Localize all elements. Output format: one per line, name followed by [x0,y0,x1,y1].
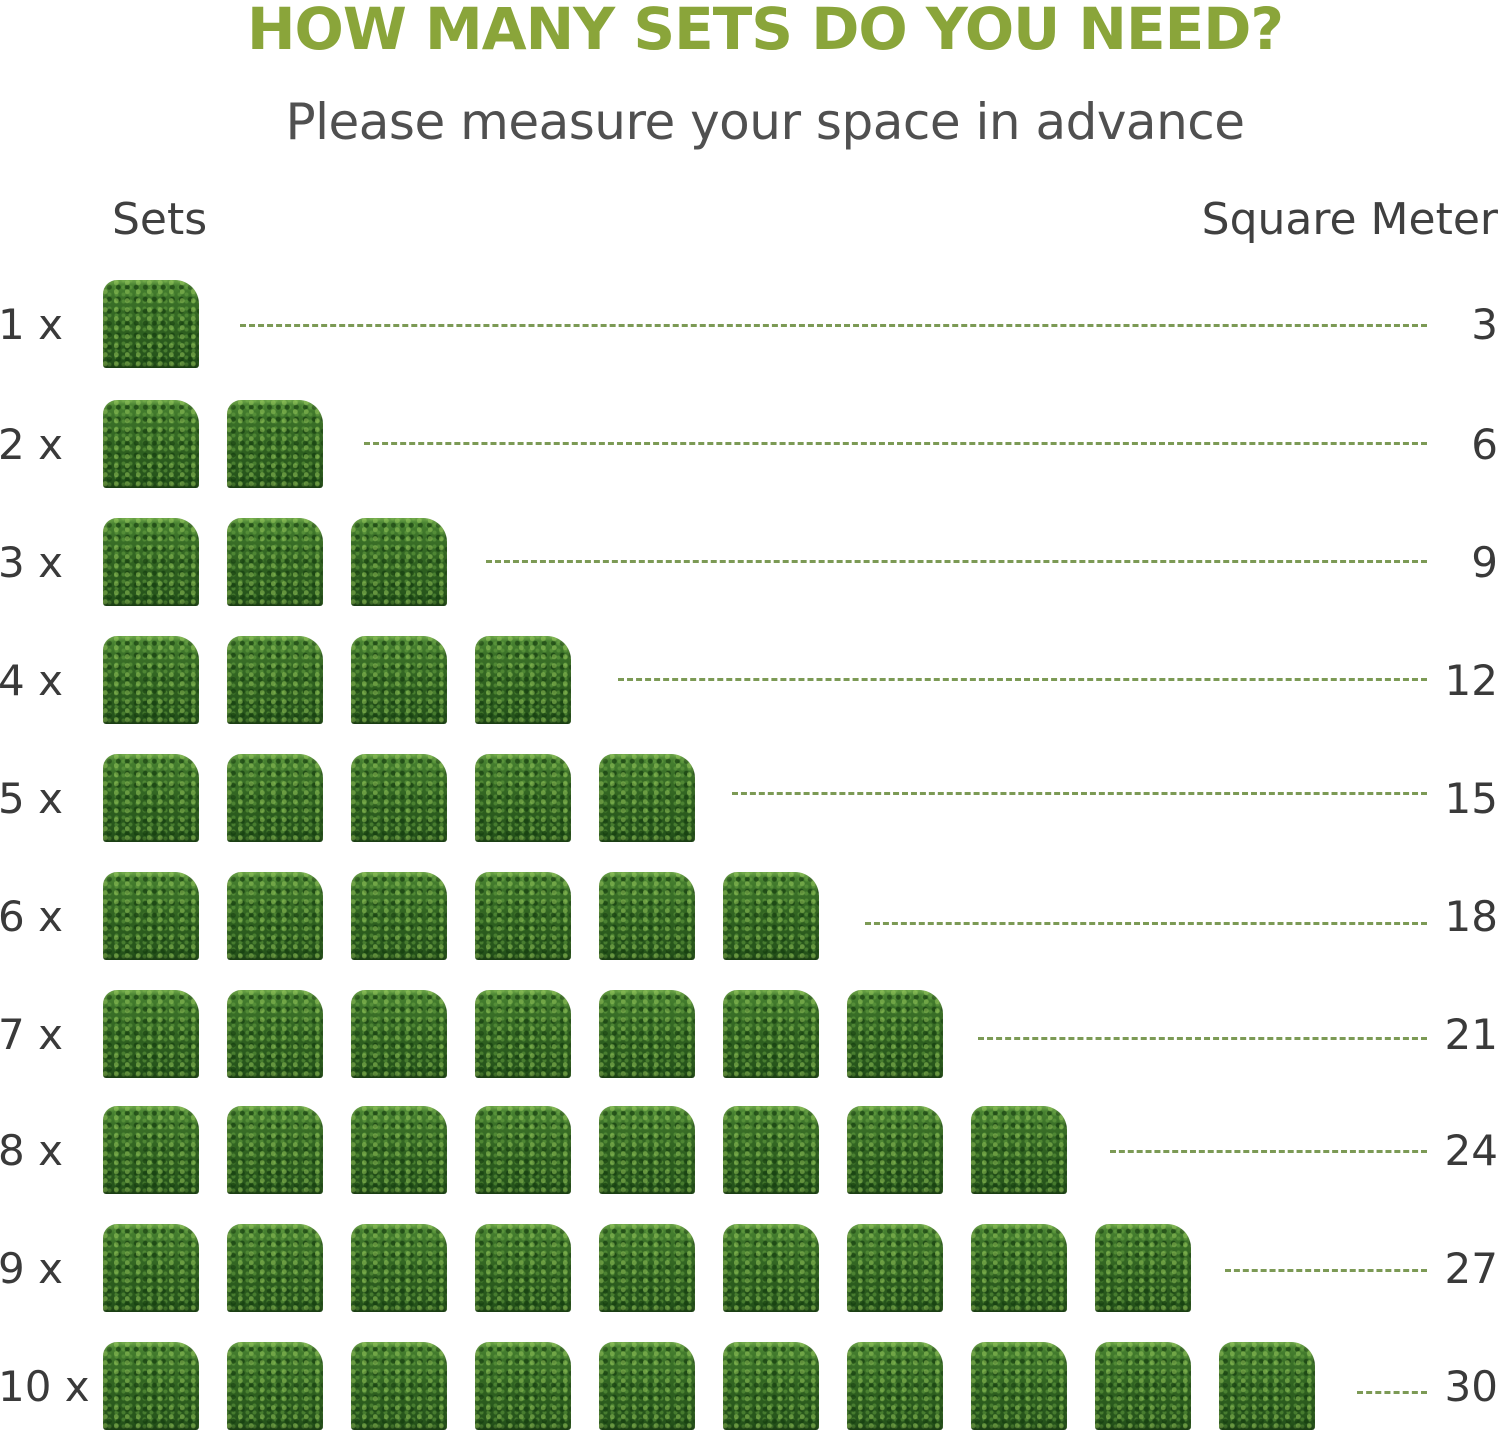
boxwood-panel-icon [475,1342,571,1430]
boxwood-panel-icon [475,990,571,1078]
boxwood-panel-icon [723,1342,819,1430]
sets-column-header: Sets [112,194,208,245]
boxwood-panel-icon [227,400,323,488]
table-row: 9 x 27 [0,1224,1500,1314]
square-meter-value: 27 [1444,1244,1498,1293]
boxwood-panel-icon [475,636,571,724]
sets-count-label: 8 x [0,1126,63,1175]
sets-count-label: 10 x [0,1362,90,1411]
boxwood-panel-icon [351,1342,447,1430]
dashed-leader-line [1225,1269,1427,1272]
dashed-leader-line [240,324,1427,327]
dashed-leader-line [865,922,1427,925]
boxwood-panel-icon [351,1106,447,1194]
boxwood-panel-icon [847,990,943,1078]
boxwood-panel-icon [103,280,199,368]
boxwood-panel-icon [475,1224,571,1312]
sets-count-label: 3 x [0,538,63,587]
square-meter-value: 15 [1444,774,1498,823]
table-row: 2 x 6 [0,400,1500,490]
boxwood-panel-icon [971,1342,1067,1430]
boxwood-panel-icon [227,1342,323,1430]
boxwood-panel-icon [475,754,571,842]
square-meter-value: 24 [1444,1126,1498,1175]
boxwood-panel-icon [351,1224,447,1312]
square-meter-value: 6 [1471,420,1498,469]
boxwood-panel-icon [1219,1342,1315,1430]
table-row: 4 x 12 [0,636,1500,726]
boxwood-panel-icon [971,1106,1067,1194]
dashed-leader-line [1357,1391,1427,1394]
boxwood-panel-icon [847,1106,943,1194]
dashed-leader-line [732,792,1427,795]
boxwood-panel-icon [227,1106,323,1194]
boxwood-panel-icon [351,872,447,960]
dashed-leader-line [364,442,1427,445]
square-meter-value: 3 [1471,300,1498,349]
table-row: 1 x 3 [0,280,1500,370]
square-meter-value: 18 [1444,892,1498,941]
sets-count-label: 6 x [0,892,63,941]
table-row: 3 x 9 [0,518,1500,608]
boxwood-panel-icon [1095,1224,1191,1312]
boxwood-panel-icon [227,990,323,1078]
square-meter-value: 21 [1444,1010,1498,1059]
boxwood-panel-icon [227,518,323,606]
boxwood-panel-icon [351,754,447,842]
boxwood-panel-icon [599,990,695,1078]
boxwood-panel-icon [103,1224,199,1312]
boxwood-panel-icon [103,400,199,488]
boxwood-panel-icon [1095,1342,1191,1430]
boxwood-panel-icon [103,518,199,606]
square-meter-value: 30 [1444,1362,1498,1411]
dashed-leader-line [486,560,1427,563]
boxwood-panel-icon [599,872,695,960]
sets-count-label: 7 x [0,1010,63,1059]
boxwood-panel-icon [227,754,323,842]
boxwood-panel-icon [227,872,323,960]
boxwood-panel-icon [103,990,199,1078]
boxwood-panel-icon [723,1224,819,1312]
table-row: 5 x 15 [0,754,1500,844]
table-row: 8 x 24 [0,1106,1500,1196]
boxwood-panel-icon [475,872,571,960]
boxwood-panel-icon [351,518,447,606]
sets-count-label: 4 x [0,656,63,705]
sets-count-label: 2 x [0,420,63,469]
square-meter-column-header: Square Meter [1201,194,1498,245]
boxwood-panel-icon [103,636,199,724]
sets-count-label: 9 x [0,1244,63,1293]
boxwood-panel-icon [971,1224,1067,1312]
table-row: 10 x 30 [0,1342,1500,1432]
boxwood-panel-icon [227,636,323,724]
boxwood-panel-icon [351,636,447,724]
page-title: HOW MANY SETS DO YOU NEED? [246,0,1284,63]
sets-count-label: 5 x [0,774,63,823]
dashed-leader-line [978,1037,1427,1040]
boxwood-panel-icon [103,1342,199,1430]
boxwood-panel-icon [599,1342,695,1430]
square-meter-value: 9 [1471,538,1498,587]
dashed-leader-line [618,678,1427,681]
boxwood-panel-icon [847,1224,943,1312]
boxwood-panel-icon [599,1106,695,1194]
boxwood-panel-icon [723,872,819,960]
boxwood-panel-icon [847,1342,943,1430]
square-meter-value: 12 [1444,656,1498,705]
boxwood-panel-icon [227,1224,323,1312]
boxwood-panel-icon [723,1106,819,1194]
page-subtitle: Please measure your space in advance [285,93,1245,151]
boxwood-panel-icon [103,1106,199,1194]
dashed-leader-line [1110,1150,1427,1153]
table-row: 7 x 21 [0,990,1500,1080]
boxwood-panel-icon [723,990,819,1078]
boxwood-panel-icon [599,1224,695,1312]
boxwood-panel-icon [103,754,199,842]
boxwood-panel-icon [475,1106,571,1194]
boxwood-panel-icon [599,754,695,842]
boxwood-panel-icon [103,872,199,960]
boxwood-panel-icon [351,990,447,1078]
table-row: 6 x 18 [0,872,1500,962]
sets-count-label: 1 x [0,300,63,349]
